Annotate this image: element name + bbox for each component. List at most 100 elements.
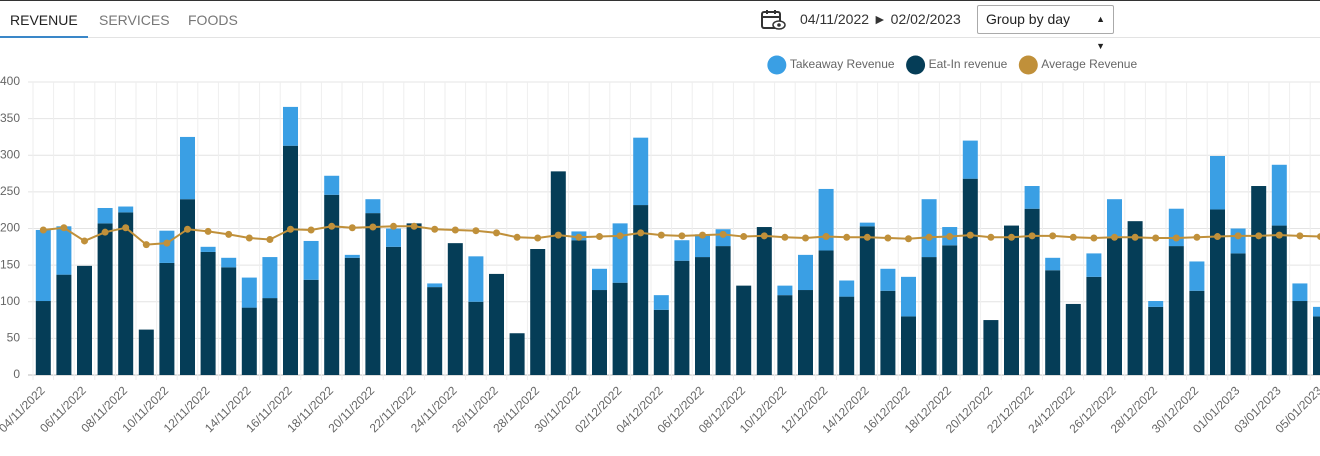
point (657, 231, 665, 239)
bar (159, 230, 175, 263)
bar (1313, 316, 1320, 375)
bar (180, 199, 195, 375)
point (554, 231, 562, 239)
y-tick-label: 250 (0, 184, 20, 198)
point (266, 235, 274, 243)
bar (839, 280, 855, 297)
point (493, 229, 500, 237)
y-tick-label: 400 (0, 74, 20, 88)
point (1152, 234, 1160, 242)
bar (118, 212, 134, 375)
select-arrow: ▲ ▼ (1096, 14, 1105, 51)
bar (97, 223, 113, 375)
bar (1251, 186, 1267, 375)
y-tick-label: 100 (0, 294, 20, 308)
bar (303, 240, 319, 280)
bar (1004, 225, 1019, 375)
point (596, 233, 603, 241)
point (678, 232, 686, 240)
tab[interactable]: REVENUE (0, 1, 88, 38)
point (184, 225, 191, 233)
point (348, 224, 356, 232)
bar (756, 227, 772, 375)
bar (1189, 261, 1205, 291)
bar (118, 206, 134, 213)
point (822, 233, 830, 241)
bar (695, 257, 710, 375)
bar (303, 279, 319, 375)
point (884, 234, 892, 242)
point (225, 230, 233, 238)
bar (509, 333, 525, 375)
legend-label: Average Revenue (1041, 57, 1137, 71)
bar (695, 234, 710, 258)
point (1049, 232, 1057, 240)
bar (1086, 253, 1102, 277)
bar (1024, 208, 1040, 375)
point (101, 228, 109, 236)
point (719, 230, 727, 238)
point (163, 239, 171, 247)
point (81, 237, 88, 245)
bar (447, 243, 463, 375)
bar (262, 257, 278, 299)
group-select[interactable]: Group by day ▲ ▼ (977, 5, 1114, 51)
bar (221, 257, 237, 268)
bar (386, 246, 401, 375)
legend-label: Eat-In revenue (929, 57, 1008, 71)
point (204, 227, 212, 235)
point (946, 233, 954, 241)
point (637, 229, 645, 237)
point (740, 233, 748, 241)
bar (283, 106, 298, 146)
bar (859, 226, 875, 375)
point (843, 233, 851, 241)
bar (715, 246, 731, 375)
tab[interactable]: SERVICES (99, 12, 170, 28)
point (513, 233, 521, 241)
bar (138, 329, 154, 375)
bar (530, 249, 546, 375)
bar (633, 205, 649, 375)
point (39, 226, 47, 234)
date-range[interactable]: 04/11/2022 ► 02/02/2023 (800, 11, 961, 27)
point (451, 226, 459, 234)
bar (839, 296, 855, 375)
point (1214, 233, 1221, 241)
bar (77, 265, 92, 375)
bar (56, 226, 72, 275)
bar (592, 268, 607, 291)
bar (1230, 253, 1246, 375)
bar (1168, 208, 1184, 247)
point (1028, 232, 1036, 240)
calendar-icon[interactable] (760, 9, 786, 31)
bar (777, 295, 793, 375)
point (1193, 233, 1201, 241)
point (575, 233, 583, 241)
bar (674, 240, 690, 261)
bar (777, 285, 793, 296)
point (307, 226, 315, 234)
bar (1292, 301, 1308, 375)
tab[interactable]: FOODS (188, 12, 238, 28)
point (863, 233, 871, 241)
bar (983, 320, 999, 375)
legend-label: Takeaway Revenue (790, 57, 895, 71)
bar (1271, 225, 1287, 375)
point (122, 224, 130, 232)
bar (180, 136, 195, 200)
bar (1127, 221, 1143, 375)
bar (1086, 276, 1102, 375)
select-text: Group by day (986, 11, 1071, 27)
legend-swatch (1018, 55, 1038, 75)
bar (880, 268, 896, 291)
bar (221, 267, 237, 375)
y-tick-label: 0 (13, 367, 20, 381)
bar (798, 290, 813, 375)
point (472, 227, 480, 235)
bar (942, 245, 958, 375)
bar (653, 295, 669, 310)
point (802, 234, 809, 242)
point (410, 222, 418, 230)
point (534, 234, 542, 242)
